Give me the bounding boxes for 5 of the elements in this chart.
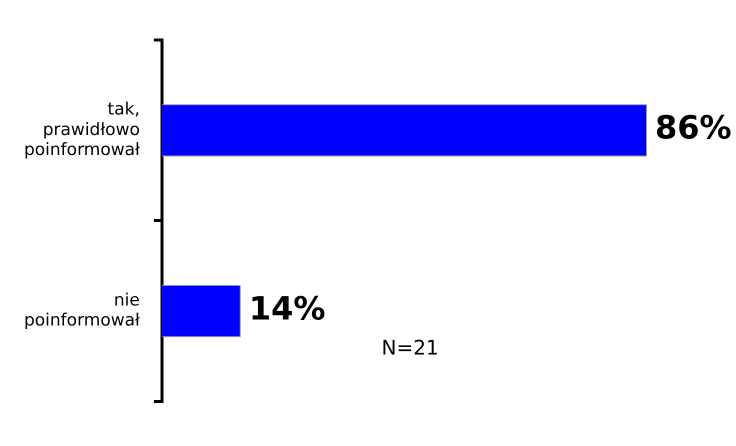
y-tick-label: tak, prawidłowo poinformował bbox=[24, 99, 140, 160]
y-tick-label: nie poinformował bbox=[24, 290, 140, 331]
data-label: 14% bbox=[248, 289, 326, 328]
data-label: 86% bbox=[655, 108, 732, 147]
annotation: N=21 bbox=[382, 336, 439, 360]
